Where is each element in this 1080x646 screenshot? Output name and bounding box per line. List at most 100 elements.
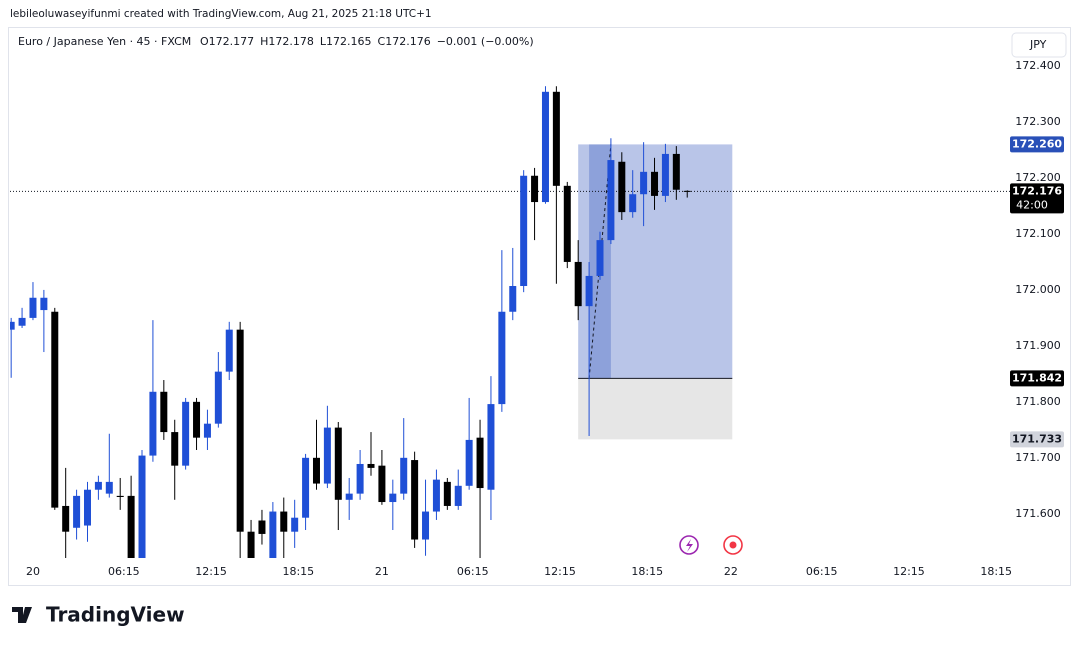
candle-body [509, 286, 517, 312]
event-icon[interactable] [723, 535, 743, 555]
logo [12, 607, 32, 623]
candle-body [672, 153, 680, 190]
candle-body [236, 329, 244, 532]
x-tick-label: 18:15 [631, 565, 663, 578]
credit: lebileoluwaseyifunmi created with Tradin… [10, 8, 432, 20]
candle-body [302, 457, 310, 518]
candle-body [651, 171, 659, 196]
candle-body [629, 194, 637, 213]
x-tick-label: 20 [26, 565, 40, 578]
ohlc-value: L172.165 [320, 35, 372, 48]
candle-body [323, 427, 331, 484]
x-tick-label: 22 [724, 565, 738, 578]
candle-body [563, 185, 571, 262]
chart-title: Euro / Japanese Yen · 45 · FXCM [18, 35, 191, 48]
y-tick-label: 172.000 [1015, 283, 1061, 296]
candle-body [411, 460, 419, 540]
x-tick-label: 06:15 [457, 565, 489, 578]
x-tick-label: 18:15 [282, 565, 314, 578]
candle-body [312, 457, 320, 484]
y-tick-label: 172.300 [1015, 115, 1061, 128]
event-dot [729, 541, 737, 549]
candle-body [367, 463, 375, 468]
candle-body [291, 517, 299, 532]
candle-body [618, 161, 626, 213]
currency-button[interactable] [1011, 32, 1067, 58]
chart-frame [8, 27, 1071, 586]
candle-body [334, 427, 342, 500]
x-tick-label: 21 [375, 565, 389, 578]
candle-body [280, 511, 288, 532]
candle-body [454, 485, 462, 506]
loss-zone [578, 378, 733, 440]
current-price-badge [1010, 183, 1064, 214]
candle-body [531, 175, 539, 203]
candle-body [465, 439, 473, 486]
candle-body [476, 437, 484, 489]
brand: TradingView [46, 603, 185, 627]
x-tick-label: 06:15 [806, 565, 838, 578]
entry-label: 171.842 [1012, 371, 1062, 384]
x-tick-label: 18:15 [980, 565, 1012, 578]
candle-body [498, 311, 506, 405]
y-tick-label: 172.200 [1015, 171, 1061, 184]
candle-body [640, 171, 648, 195]
candle-body [214, 371, 222, 424]
y-tick-label: 171.700 [1015, 451, 1061, 464]
candle-body [149, 391, 157, 456]
candle-body [345, 493, 353, 500]
candle-body [356, 463, 364, 494]
candle-body [574, 261, 582, 307]
candle-body [116, 495, 124, 497]
candle-body [400, 457, 408, 494]
current-price-label: 172.176 [1012, 184, 1062, 197]
y-tick-label: 171.600 [1015, 507, 1061, 520]
candle-body [203, 423, 211, 438]
candle-body [607, 160, 615, 241]
x-tick-label: 12:15 [195, 565, 227, 578]
x-tick-label: 12:15 [544, 565, 576, 578]
y-tick-label: 171.800 [1015, 395, 1061, 408]
candle-body [193, 401, 201, 438]
candle-body [127, 495, 135, 558]
current-price-countdown: 42:00 [1016, 198, 1048, 211]
plot [10, 86, 1010, 558]
candle-body [389, 493, 397, 503]
candle-body [443, 481, 451, 506]
candle-body [269, 511, 277, 558]
legend: Euro / Japanese Yen · 45 · FXCM O172.177… [18, 35, 534, 48]
candle-body [171, 432, 179, 466]
candle-body [432, 479, 440, 512]
candle-body [378, 465, 386, 503]
candle-body [160, 391, 168, 433]
candle-body [29, 297, 37, 318]
candle-body [62, 505, 70, 532]
event-icon[interactable] [679, 535, 699, 555]
candle-body [247, 531, 255, 558]
y-tick-label: 171.900 [1015, 339, 1061, 352]
axes: 172.400 172.300 172.200 172.100 172.000 171.9… [26, 59, 1064, 578]
x-tick-label: 12:15 [893, 565, 925, 578]
stop-label: 171.733 [1012, 432, 1062, 445]
stop-badge [1010, 431, 1064, 448]
currency: JPY [1029, 38, 1047, 51]
x-tick-label: 06:15 [108, 565, 140, 578]
candle-body [422, 511, 430, 540]
candle-body [18, 317, 26, 326]
candle-body [138, 455, 146, 558]
candle-body [51, 311, 59, 508]
candle-body [520, 175, 528, 287]
candle-body [73, 495, 81, 528]
candle-body [541, 91, 549, 203]
candle-body [661, 153, 669, 196]
candle-body [94, 481, 102, 490]
target-badge [1010, 136, 1064, 153]
candle-body [552, 91, 560, 186]
candle-body [105, 481, 113, 494]
candle-body [182, 401, 190, 466]
y-tick-label: 172.100 [1015, 227, 1061, 240]
candle-body [487, 404, 495, 490]
ohlc-value: H172.178 [260, 35, 314, 48]
candle-body [83, 489, 91, 526]
